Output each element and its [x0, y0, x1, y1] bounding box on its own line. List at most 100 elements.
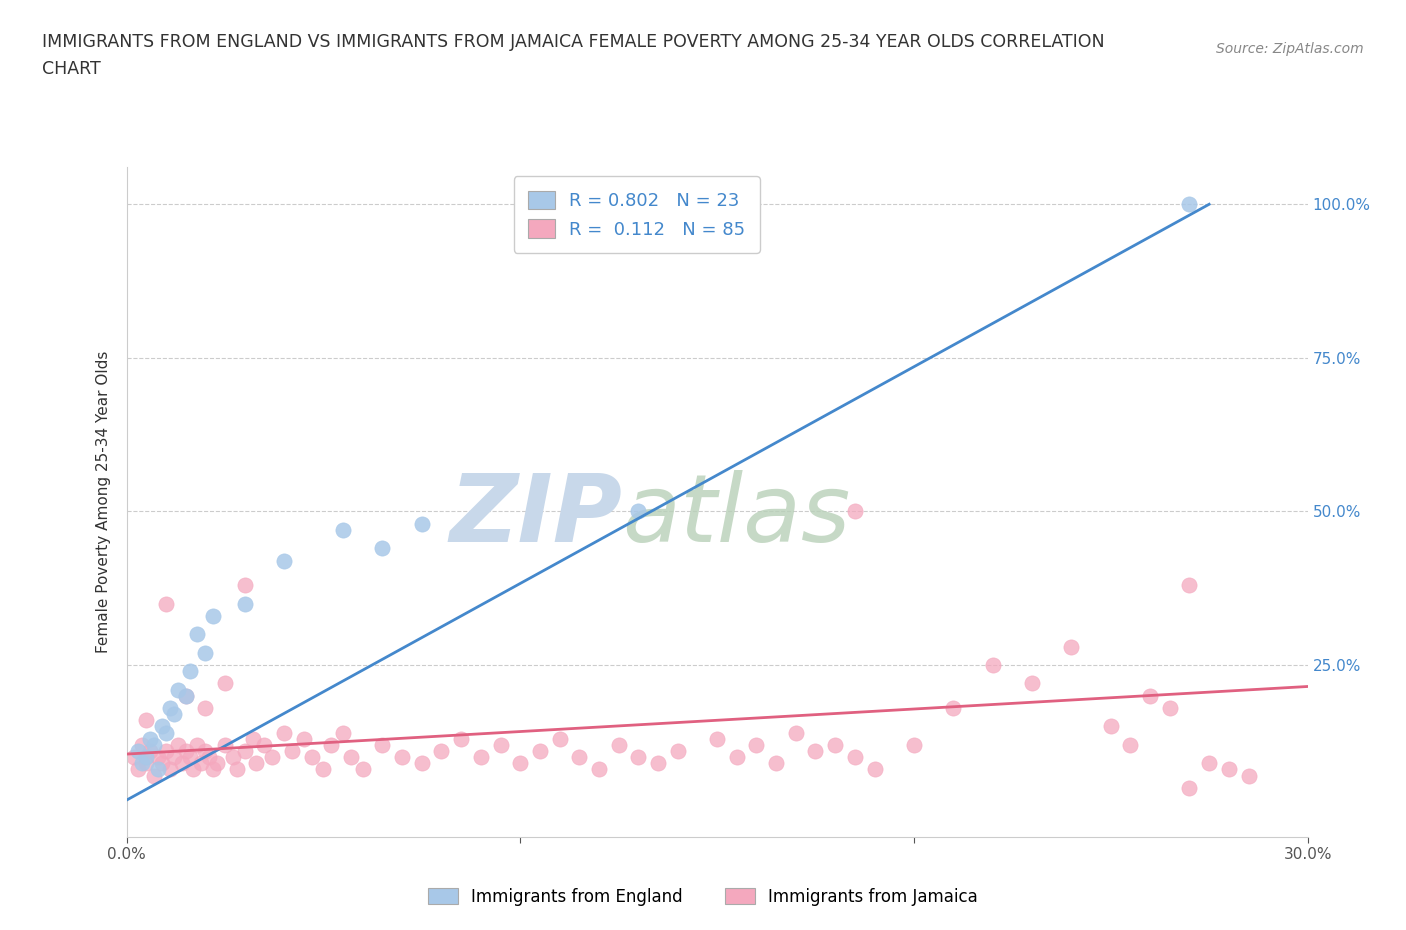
- Point: [666, 744, 689, 759]
- Point: [202, 762, 225, 777]
- Point: [214, 676, 236, 691]
- Point: [824, 737, 846, 752]
- Point: [127, 744, 149, 759]
- Point: [470, 750, 492, 764]
- Point: [489, 737, 512, 752]
- Point: [225, 762, 247, 777]
- Text: Source: ZipAtlas.com: Source: ZipAtlas.com: [1216, 42, 1364, 56]
- Point: [588, 762, 610, 777]
- Point: [131, 756, 153, 771]
- Point: [179, 664, 201, 679]
- Point: [273, 725, 295, 740]
- Point: [627, 750, 650, 764]
- Point: [166, 737, 188, 752]
- Point: [292, 731, 315, 746]
- Point: [139, 731, 162, 746]
- Y-axis label: Female Poverty Among 25-34 Year Olds: Female Poverty Among 25-34 Year Olds: [96, 351, 111, 654]
- Point: [127, 762, 149, 777]
- Point: [233, 596, 256, 611]
- Point: [183, 762, 205, 777]
- Point: [155, 744, 177, 759]
- Point: [981, 658, 1004, 672]
- Point: [321, 737, 343, 752]
- Point: [529, 744, 551, 759]
- Point: [198, 750, 221, 764]
- Point: [174, 688, 197, 703]
- Point: [253, 737, 276, 752]
- Point: [1099, 719, 1122, 734]
- Point: [245, 756, 267, 771]
- Point: [124, 750, 146, 764]
- Point: [194, 700, 217, 715]
- Point: [163, 750, 186, 764]
- Legend: R = 0.802   N = 23, R =  0.112   N = 85: R = 0.802 N = 23, R = 0.112 N = 85: [513, 177, 761, 253]
- Point: [281, 744, 304, 759]
- Point: [190, 756, 212, 771]
- Point: [174, 744, 197, 759]
- Point: [143, 737, 166, 752]
- Point: [509, 756, 531, 771]
- Point: [242, 731, 264, 746]
- Point: [1178, 578, 1201, 592]
- Point: [312, 762, 335, 777]
- Point: [273, 553, 295, 568]
- Point: [765, 756, 787, 771]
- Point: [340, 750, 363, 764]
- Point: [863, 762, 886, 777]
- Text: CHART: CHART: [42, 60, 101, 78]
- Point: [186, 627, 208, 642]
- Point: [1060, 639, 1083, 654]
- Point: [214, 737, 236, 752]
- Point: [174, 688, 197, 703]
- Point: [548, 731, 571, 746]
- Point: [725, 750, 748, 764]
- Point: [135, 756, 157, 771]
- Point: [844, 750, 866, 764]
- Point: [607, 737, 630, 752]
- Point: [430, 744, 453, 759]
- Point: [155, 725, 177, 740]
- Point: [1237, 768, 1260, 783]
- Point: [131, 737, 153, 752]
- Point: [135, 750, 157, 764]
- Point: [205, 756, 228, 771]
- Point: [903, 737, 925, 752]
- Point: [166, 682, 188, 697]
- Point: [568, 750, 591, 764]
- Point: [170, 756, 193, 771]
- Text: atlas: atlas: [623, 470, 851, 561]
- Point: [1178, 197, 1201, 212]
- Text: IMMIGRANTS FROM ENGLAND VS IMMIGRANTS FROM JAMAICA FEMALE POVERTY AMONG 25-34 YE: IMMIGRANTS FROM ENGLAND VS IMMIGRANTS FR…: [42, 33, 1105, 50]
- Point: [146, 762, 169, 777]
- Point: [1198, 756, 1220, 771]
- Point: [627, 504, 650, 519]
- Point: [139, 744, 162, 759]
- Point: [785, 725, 807, 740]
- Point: [352, 762, 374, 777]
- Point: [1218, 762, 1240, 777]
- Point: [135, 712, 157, 727]
- Point: [155, 596, 177, 611]
- Point: [411, 756, 433, 771]
- Point: [150, 719, 173, 734]
- Point: [844, 504, 866, 519]
- Point: [450, 731, 472, 746]
- Text: ZIP: ZIP: [450, 470, 623, 562]
- Point: [411, 516, 433, 531]
- Point: [942, 700, 965, 715]
- Point: [202, 608, 225, 623]
- Point: [222, 750, 245, 764]
- Point: [391, 750, 413, 764]
- Point: [186, 737, 208, 752]
- Point: [1178, 780, 1201, 795]
- Point: [804, 744, 827, 759]
- Point: [332, 523, 354, 538]
- Point: [301, 750, 323, 764]
- Point: [159, 762, 181, 777]
- Point: [159, 700, 181, 715]
- Point: [146, 750, 169, 764]
- Point: [332, 725, 354, 740]
- Point: [233, 578, 256, 592]
- Point: [371, 737, 394, 752]
- Point: [194, 645, 217, 660]
